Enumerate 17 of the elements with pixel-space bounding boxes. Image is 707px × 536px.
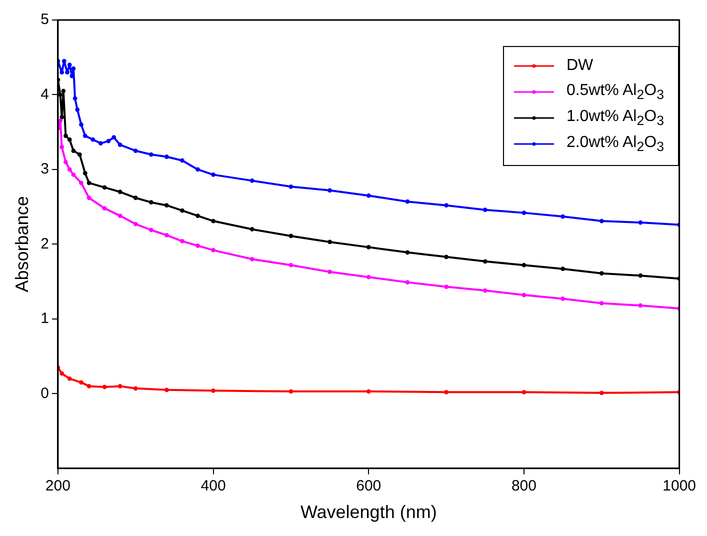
x-tick-label: 600 (356, 478, 382, 495)
y-tick-label: 3 (40, 160, 49, 178)
y-tick-label: 0 (40, 384, 49, 402)
legend-label: 2.0wt% Al$_{2}$O$_{3}$ (566, 134, 664, 154)
legend-label: 0.5wt% Al$_{2}$O$_{3}$ (566, 82, 664, 102)
x-axis-title: Wavelength (nm) (300, 502, 437, 522)
x-tick-label: 400 (200, 478, 226, 495)
legend-label: DW (566, 57, 594, 75)
legend-label: 1.0wt% Al$_{2}$O$_{3}$ (566, 108, 664, 128)
y-tick-label: 2 (40, 235, 49, 252)
x-tick-label: 200 (45, 478, 70, 495)
x-tick-label: 800 (511, 478, 536, 495)
y-axis-title: Absorbance (12, 196, 32, 292)
x-tick-label: 1000 (662, 478, 696, 495)
y-tick-label: 4 (40, 86, 49, 103)
y-tick-label: 5 (40, 11, 49, 28)
y-tick-label: 1 (40, 310, 49, 328)
